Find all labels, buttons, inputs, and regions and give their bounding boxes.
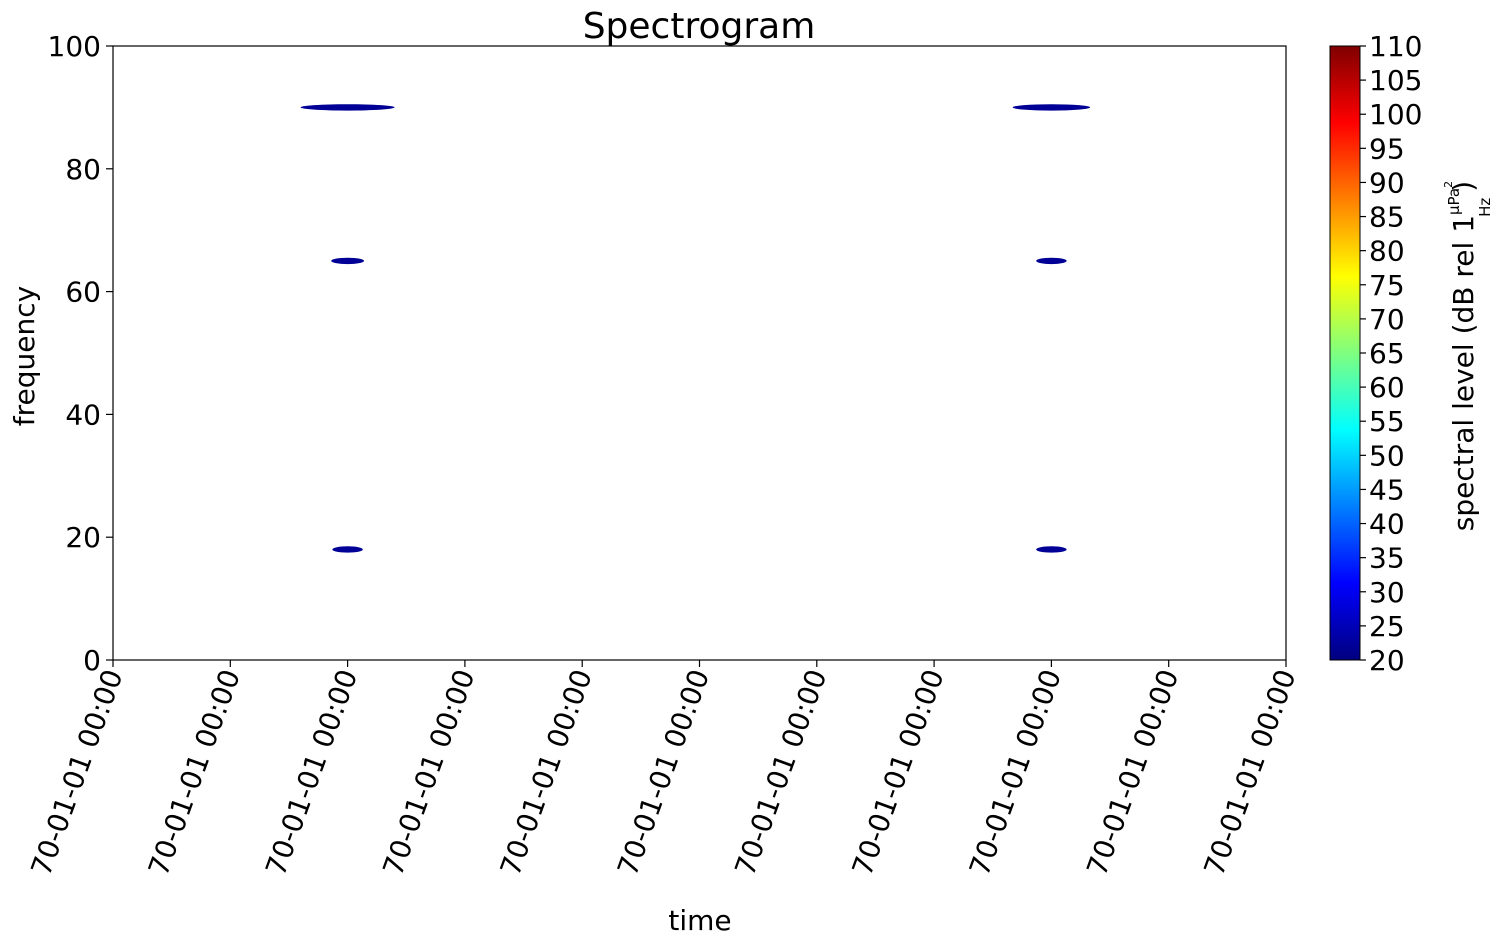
spectral-blob bbox=[300, 104, 395, 111]
colorbar-tick-label: 45 bbox=[1369, 473, 1405, 506]
x-axis-label: time bbox=[668, 904, 731, 937]
y-tick-label: 20 bbox=[65, 521, 101, 554]
y-axis-label: frequency bbox=[8, 286, 41, 426]
svg-text:spectral level (dB rel 1µPa2Hz: spectral level (dB rel 1µPa2 Hz) bbox=[1442, 181, 1494, 531]
colorbar-label: spectral level (dB rel 1µPa2 Hz) bbox=[1442, 181, 1494, 531]
colorbar-tick-label: 20 bbox=[1369, 644, 1405, 677]
x-tick-label: 70-01-01 00:00 bbox=[376, 665, 481, 880]
x-tick-label: 70-01-01 00:00 bbox=[1080, 665, 1185, 880]
colorbar-label-num: µPa bbox=[1445, 188, 1463, 215]
colorbar-tick-label: 65 bbox=[1369, 337, 1405, 370]
colorbar-ticks: 2025303540455055606570758085909510010511… bbox=[1360, 30, 1422, 677]
x-tick-label: 70-01-01 00:00 bbox=[611, 665, 716, 880]
x-axis-ticks: 70-01-01 00:00 70-01-01 00:00 70-01-01 00:… bbox=[24, 660, 1303, 880]
colorbar-tick-label: 95 bbox=[1369, 132, 1405, 165]
colorbar-tick-label: 30 bbox=[1369, 576, 1405, 609]
colorbar-tick-label: 100 bbox=[1369, 98, 1422, 131]
colorbar-tick-label: 80 bbox=[1369, 235, 1405, 268]
x-tick-label: 70-01-01 00:00 bbox=[142, 665, 247, 880]
x-tick-label: 70-01-01 00:00 bbox=[1197, 665, 1302, 880]
y-tick-label: 40 bbox=[65, 398, 101, 431]
colorbar-tick-label: 35 bbox=[1369, 542, 1405, 575]
colorbar-tick-label: 85 bbox=[1369, 201, 1405, 234]
x-tick-label: 70-01-01 00:00 bbox=[846, 665, 951, 880]
x-tick-label: 70-01-01 00:00 bbox=[963, 665, 1068, 880]
chart-title: Spectrogram bbox=[583, 6, 816, 47]
colorbar: 2025303540455055606570758085909510010511… bbox=[1329, 30, 1494, 677]
spectral-blobs bbox=[300, 104, 1091, 553]
x-tick-label: 70-01-01 00:00 bbox=[259, 665, 364, 880]
colorbar-tick-label: 70 bbox=[1369, 303, 1405, 336]
colorbar-tick-label: 75 bbox=[1369, 269, 1405, 302]
colorbar-tick-label: 50 bbox=[1369, 439, 1405, 472]
colorbar-label-num-sup: 2 bbox=[1442, 181, 1455, 188]
spectral-blob bbox=[1012, 104, 1091, 111]
colorbar-label-den: Hz bbox=[1476, 198, 1494, 217]
colorbar-tick-label: 105 bbox=[1369, 64, 1422, 97]
colorbar-label-close: ) bbox=[1447, 181, 1480, 192]
spectral-blob bbox=[331, 257, 365, 265]
colorbar-tick-label: 60 bbox=[1369, 371, 1405, 404]
x-tick-label: 70-01-01 00:00 bbox=[494, 665, 599, 880]
x-tick-label: 70-01-01 00:00 bbox=[24, 665, 129, 880]
plot-frame bbox=[112, 45, 1287, 661]
colorbar-tick-label: 55 bbox=[1369, 405, 1405, 438]
y-tick-label: 100 bbox=[48, 30, 101, 63]
spectral-blob bbox=[332, 546, 363, 553]
spectral-blob bbox=[1036, 257, 1067, 265]
y-axis-ticks: 0 20 40 60 80 100 bbox=[48, 30, 113, 677]
colorbar-tick-label: 25 bbox=[1369, 610, 1405, 643]
y-tick-label: 60 bbox=[65, 276, 101, 309]
y-tick-label: 80 bbox=[65, 153, 101, 186]
colorbar-tick-label: 90 bbox=[1369, 166, 1405, 199]
spectral-blob bbox=[1036, 546, 1067, 553]
y-tick-label: 0 bbox=[83, 644, 101, 677]
colorbar-label-main: spectral level (dB rel 1 bbox=[1447, 215, 1480, 531]
colorbar-gradient bbox=[1329, 45, 1361, 661]
colorbar-tick-label: 110 bbox=[1369, 30, 1422, 63]
x-tick-label: 70-01-01 00:00 bbox=[728, 665, 833, 880]
colorbar-tick-label: 40 bbox=[1369, 508, 1405, 541]
